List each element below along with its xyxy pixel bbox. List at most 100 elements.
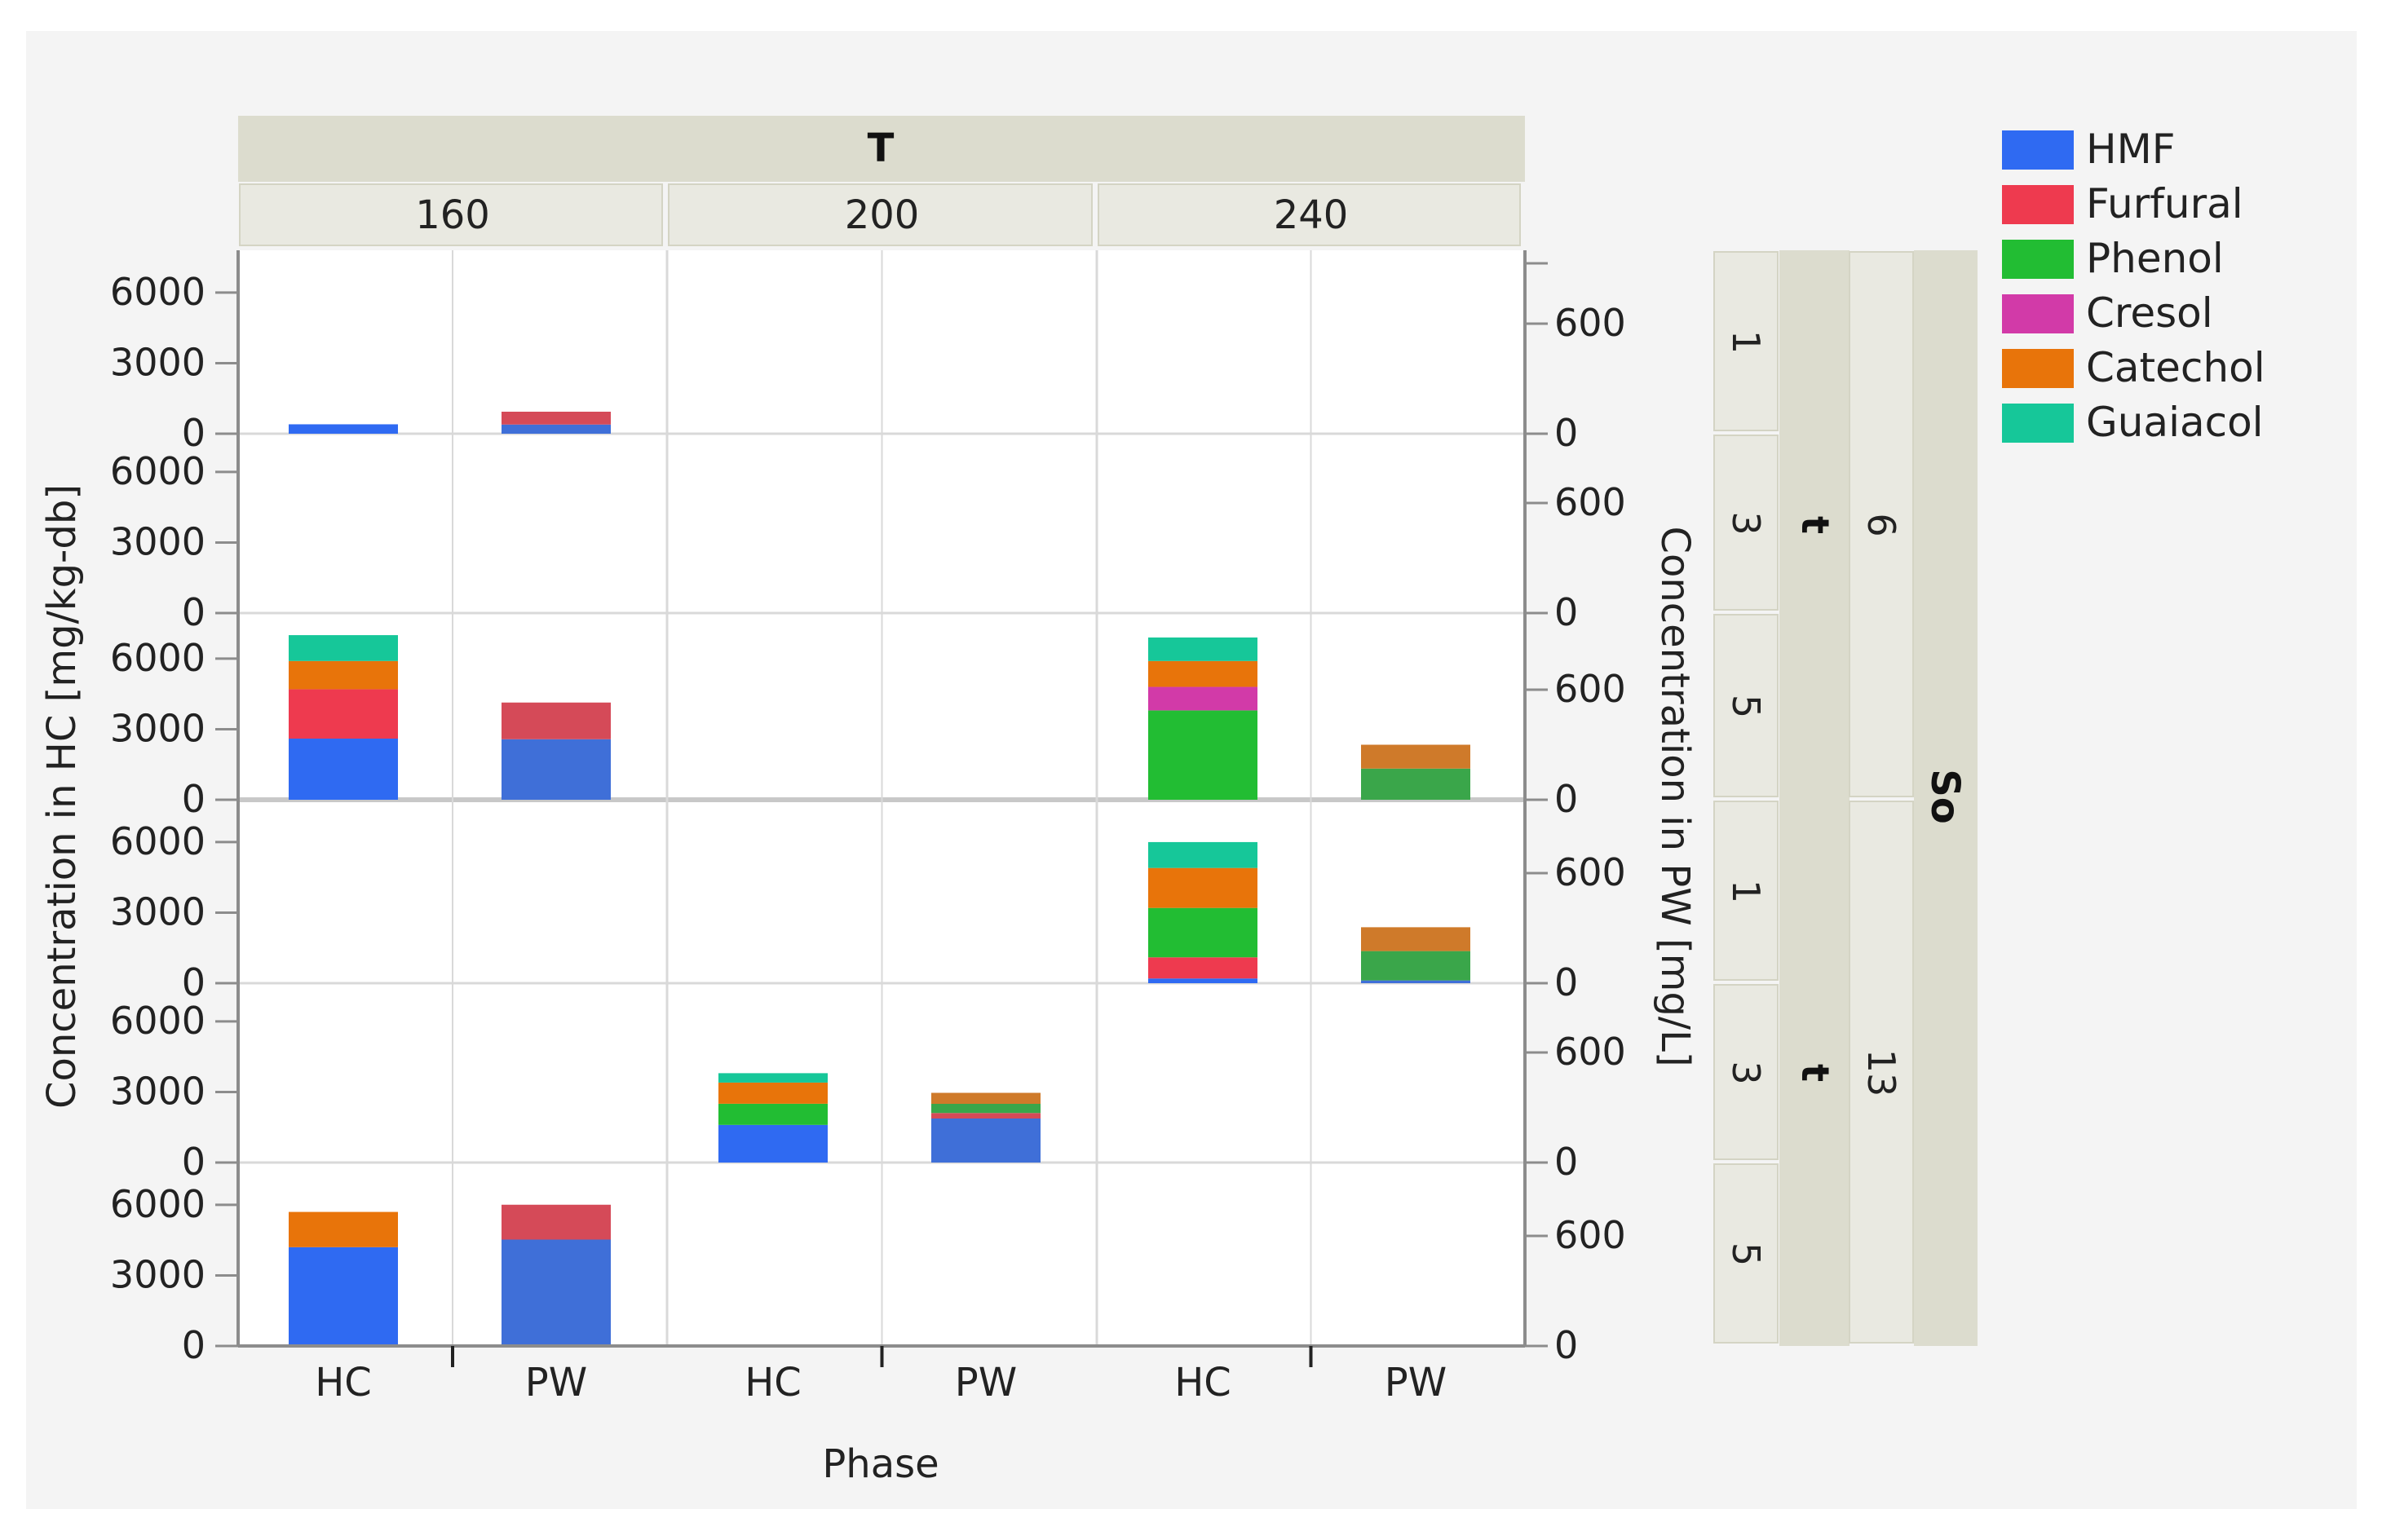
so-level-box: [1849, 251, 1914, 797]
bar-segment-guaiacol-hc: [289, 635, 398, 661]
bar-segment-hmf-hc: [1148, 978, 1257, 983]
left-tick-label: 6000: [110, 819, 205, 863]
legend-label-furfural: Furfural: [2086, 180, 2243, 227]
right-tick-label: 0: [1554, 1323, 1578, 1367]
legend-swatch-catechol: [2002, 349, 2074, 388]
x-tick-label: PW: [525, 1360, 587, 1405]
t-level: 1: [1724, 880, 1768, 903]
t-level-box: [1713, 984, 1779, 1160]
col-facet-level: 160: [415, 192, 490, 238]
bar-segment-catechol-hc: [289, 660, 398, 690]
x-tick-label: HC: [315, 1360, 372, 1405]
bar-segment-phenol-pw: [931, 1104, 1041, 1114]
legend-label-cresol: Cresol: [2086, 289, 2213, 337]
legend-swatch-cresol: [2002, 294, 2074, 333]
bar-segment-phenol-pw: [1361, 768, 1470, 800]
legend-swatch-guaiacol: [2002, 404, 2074, 443]
right-tick-label: 600: [1554, 1030, 1626, 1074]
bar-segment-furfural-hc: [1148, 957, 1257, 979]
bar-segment-furfural-pw: [502, 702, 611, 739]
t-facet-bar: [1779, 250, 1849, 1346]
left-tick-label: 0: [182, 777, 205, 821]
bar-segment-furfural-hc: [289, 689, 398, 739]
right-tick-label: 0: [1554, 1140, 1578, 1184]
x-tick-label: HC: [745, 1360, 802, 1405]
left-axis-title: Concentration in HC [mg/kg-db]: [39, 484, 85, 1109]
legend-swatch-furfural: [2002, 185, 2074, 224]
so-level-box: [1849, 801, 1914, 1344]
bar-segment-hmf-hc: [289, 424, 398, 434]
t-level: 3: [1724, 511, 1768, 535]
bar-segment-hmf-hc: [289, 739, 398, 800]
bar-segment-guaiacol-hc: [1148, 637, 1257, 661]
bar-segment-phenol-hc: [718, 1103, 828, 1125]
x-axis-title: Phase: [822, 1441, 939, 1487]
right-tick-label: 0: [1554, 411, 1578, 455]
t-level-box: [1713, 614, 1779, 797]
legend-swatch-hmf: [2002, 130, 2074, 170]
bar-segment-hmf-pw: [931, 1119, 1041, 1163]
bar-segment-hmf-pw: [502, 424, 611, 434]
bar-segment-phenol-hc: [1148, 710, 1257, 800]
x-tick-label: PW: [1385, 1360, 1447, 1405]
bar-segment-hmf-hc: [718, 1124, 828, 1163]
so-facet-title: So: [1922, 769, 1968, 824]
left-tick-label: 6000: [110, 1182, 205, 1226]
t-level: 1: [1724, 330, 1768, 354]
right-axis-title: Concentration in PW [mg/L]: [1652, 526, 1698, 1066]
bar-segment-hmf-pw: [1361, 980, 1470, 983]
bar-segment-catechol-pw: [931, 1092, 1041, 1104]
bar-segment-hmf-pw: [502, 1239, 611, 1346]
plot-area: [238, 250, 1525, 1346]
right-tick-label: 0: [1554, 777, 1578, 821]
left-tick-label: 3000: [110, 1252, 205, 1296]
bar-segment-hmf-pw: [502, 739, 611, 800]
right-tick-label: 600: [1554, 667, 1626, 711]
left-tick-label: 6000: [110, 270, 205, 314]
col-facet-level: 200: [845, 192, 920, 238]
t-level: 5: [1724, 695, 1768, 718]
left-tick-label: 3000: [110, 706, 205, 750]
t-level: 5: [1724, 1242, 1768, 1266]
right-tick-label: 0: [1554, 590, 1578, 634]
left-tick-label: 3000: [110, 519, 205, 563]
left-tick-label: 3000: [110, 1069, 205, 1113]
bar-segment-catechol-hc: [1148, 867, 1257, 908]
left-tick-label: 3000: [110, 340, 205, 384]
col-facet-title: T: [868, 126, 895, 171]
bar-segment-furfural-pw: [502, 412, 611, 425]
x-tick-label: HC: [1174, 1360, 1231, 1405]
left-tick-label: 0: [182, 1323, 205, 1367]
right-tick-label: 0: [1554, 960, 1578, 1004]
legend: HMF Furfural Phenol Cresol Catechol Guaiacol: [2002, 126, 2265, 446]
left-tick-label: 0: [182, 1140, 205, 1184]
legend-label-catechol: Catechol: [2086, 344, 2265, 391]
right-tick-label: 600: [1554, 480, 1626, 524]
left-tick-label: 0: [182, 411, 205, 455]
bar-segment-phenol-hc: [1148, 907, 1257, 958]
bar-segment-catechol-hc: [1148, 660, 1257, 687]
left-tick-label: 6000: [110, 636, 205, 680]
col-facet-title-bar: [238, 116, 1525, 182]
left-tick-label: 6000: [110, 999, 205, 1043]
so-facet-title-bar: [1914, 250, 1978, 1346]
bar-segment-phenol-pw: [1361, 951, 1470, 981]
left-tick-label: 3000: [110, 889, 205, 933]
left-tick-label: 0: [182, 960, 205, 1004]
bar-segment-catechol-hc: [718, 1082, 828, 1104]
t-level-box: [1713, 1163, 1779, 1344]
right-tick-label: 600: [1554, 301, 1626, 345]
bar-segment-catechol-pw: [1361, 744, 1470, 769]
t-level-box: [1713, 435, 1779, 611]
right-tick-label: 600: [1554, 850, 1626, 894]
col-facet-level-box: [239, 183, 663, 246]
so-level: 13: [1859, 1049, 1903, 1097]
left-tick-label: 6000: [110, 449, 205, 493]
legend-label-phenol: Phenol: [2086, 235, 2224, 282]
x-tick-label: PW: [955, 1360, 1017, 1405]
bar-segment-guaiacol-hc: [718, 1073, 828, 1083]
right-tick-label: 600: [1554, 1213, 1626, 1257]
bar-segment-guaiacol-hc: [1148, 841, 1257, 868]
